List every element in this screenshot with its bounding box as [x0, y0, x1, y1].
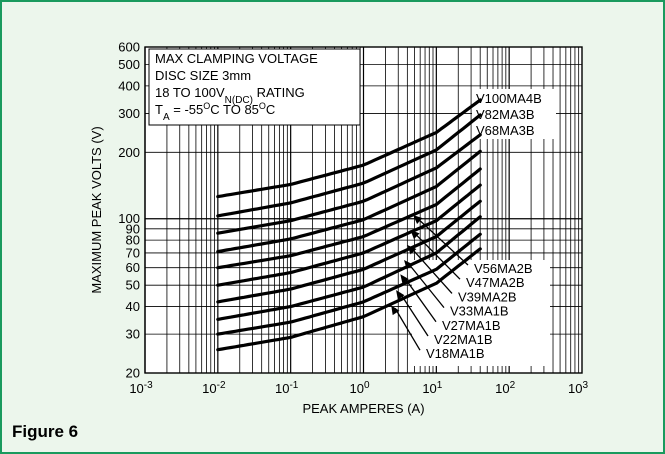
figure-label: Figure 6: [12, 422, 79, 441]
y-tick-label: 60: [126, 260, 140, 275]
series-line-v47ma2b: [216, 167, 482, 270]
legend-top-label: V100MA4B: [476, 91, 542, 106]
callout-arrowhead: [410, 229, 420, 240]
callout-arrowhead: [396, 290, 405, 300]
callout-arrow-line: [407, 262, 445, 309]
callout-arrowhead: [407, 245, 417, 255]
x-axis-title: PEAK AMPERES (A): [302, 401, 424, 416]
callout-label-v33ma1b: V33MA1B: [450, 304, 509, 319]
legend-top-label: V68MA3B: [476, 123, 535, 138]
series-line-v82ma3b: [216, 113, 482, 218]
callout-label-v18ma1b: V18MA1B: [426, 346, 485, 361]
x-tick-label: 102: [495, 380, 515, 397]
y-tick-label: 100: [118, 211, 140, 226]
y-tick-label: 400: [118, 78, 140, 93]
plot-border: [144, 46, 583, 374]
x-tick-label: 101: [422, 380, 442, 397]
annotation-line: 18 TO 100VN(DC) RATING: [155, 85, 305, 106]
series-line-v68ma3b: [216, 133, 482, 235]
x-tick-label: 100: [349, 380, 369, 397]
y-tick-label: 30: [126, 327, 140, 342]
annotation-line: MAX CLAMPING VOLTAGE: [155, 51, 318, 66]
y-tick-label: 40: [126, 299, 140, 314]
annotation-box: [148, 48, 361, 126]
callouts: V56MA2BV47MA2BV39MA2BV33MA1BV27MA1BV22MA…: [391, 214, 533, 361]
y-tick-label: 90: [126, 221, 140, 236]
x-tick-labels: 10-3 10-2 10-1 100 101 102 103: [129, 380, 588, 397]
callout-arrow-line: [413, 232, 461, 280]
callout-arrowhead: [404, 260, 413, 270]
callout-label-v27ma1b: V27MA1B: [442, 318, 501, 333]
callout-arrowhead: [413, 214, 423, 224]
y-tick-label: 50: [126, 278, 140, 293]
series-line-v56ma2b: [216, 149, 482, 254]
callout-label-v56ma2b: V56MA2B: [474, 261, 533, 276]
x-tick-label: 103: [568, 380, 588, 397]
x-tick-label: 10-2: [202, 380, 226, 397]
series-line-v100ma4b: [216, 98, 482, 199]
x-tick-label: 10-1: [275, 380, 299, 397]
callout-arrow-line: [394, 308, 421, 351]
annotation-line: TA = -55OC TO 85OC: [155, 101, 275, 123]
callout-arrowhead: [400, 274, 409, 284]
callout-arrow-line: [410, 247, 453, 294]
y-axis-title: MAXIMUM PEAK VOLTS (V): [89, 126, 104, 293]
y-tick-label: 600: [118, 40, 140, 55]
annotation-line: DISC SIZE 3mm: [155, 68, 251, 83]
legend-top-box: [472, 89, 556, 139]
series-line-v39ma2b: [216, 183, 482, 287]
x-tick-label: 10-3: [129, 380, 153, 397]
y-tick-label: 300: [118, 106, 140, 121]
callout-label-v22ma1b: V22MA1B: [434, 332, 493, 347]
y-tick-label: 200: [118, 145, 140, 160]
series-line-v27ma1b: [216, 215, 482, 321]
callout-label-v47ma2b: V47MA2B: [466, 275, 525, 290]
callout-arrowhead: [391, 305, 400, 316]
y-tick-label: 500: [118, 57, 140, 72]
series-line-v22ma1b: [216, 232, 482, 336]
callout-arrow-line: [403, 276, 437, 323]
callout-arrow-line: [399, 292, 429, 337]
series-line-v18ma1b: [216, 247, 482, 352]
callout-arrow-line: [416, 217, 469, 266]
legend-top-label: V82MA3B: [476, 107, 535, 122]
callout-label-v39ma2b: V39MA2B: [458, 289, 517, 304]
y-tick-label: 80: [126, 233, 140, 248]
callout-label-box: [412, 260, 550, 366]
y-tick-label: 70: [126, 245, 140, 260]
y-tick-label: 20: [126, 366, 140, 381]
